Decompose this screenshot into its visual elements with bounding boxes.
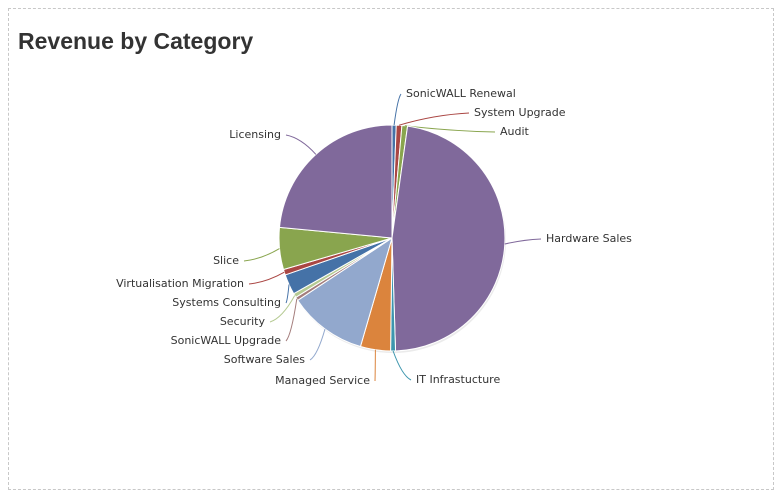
slice-connector [309, 328, 326, 361]
slice-label: Managed Service [275, 374, 370, 387]
slice-connector [243, 248, 280, 262]
slice-label: SonicWALL Renewal [406, 87, 516, 100]
slice-label: Slice [213, 254, 239, 267]
slice-connector [248, 271, 285, 285]
pie-slice[interactable] [279, 124, 393, 239]
pie-slice[interactable] [297, 237, 393, 348]
slice-connector [285, 284, 290, 304]
slice-label: Software Sales [224, 353, 306, 366]
slice-label: Audit [500, 125, 530, 138]
slice-connector [269, 295, 296, 323]
slice-connector [285, 134, 317, 155]
slice-label: Licensing [229, 128, 281, 141]
slice-label: System Upgrade [474, 106, 566, 119]
slice-connector [398, 112, 470, 126]
slice-connector [393, 93, 402, 126]
slice-connector [392, 350, 412, 381]
slice-label: Virtualisation Migration [116, 277, 244, 290]
chart-title: Revenue by Category [18, 28, 254, 54]
pie-slice[interactable] [391, 125, 506, 352]
slice-label: Hardware Sales [546, 232, 632, 245]
slice-connector [285, 298, 298, 342]
slice-connector [504, 238, 542, 245]
slice-label: SonicWALL Upgrade [171, 334, 282, 347]
slice-label: Security [220, 315, 266, 328]
slice-label: IT Infrastucture [416, 373, 500, 386]
slice-label: Systems Consulting [172, 296, 281, 309]
